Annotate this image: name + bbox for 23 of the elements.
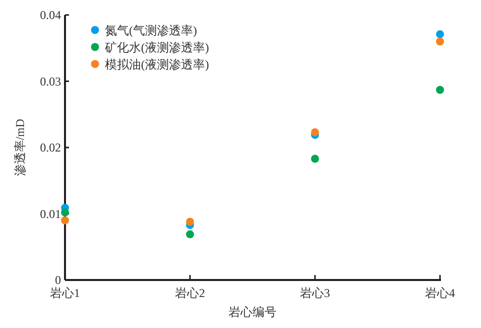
y-tick-label: 0 — [55, 273, 61, 287]
point — [436, 86, 444, 94]
y-tick-label: 0.01 — [40, 206, 61, 221]
x-tick-label: 岩心3 — [300, 286, 330, 300]
x-tick-label: 岩心2 — [175, 286, 205, 300]
legend-label: 氮气(气测渗透率) — [105, 24, 197, 38]
x-tick-label: 岩心1 — [50, 286, 80, 300]
point — [436, 38, 444, 46]
point — [186, 218, 194, 226]
y-axis-title: 渗透率/mD — [13, 118, 27, 176]
y-tick-label: 0.04 — [40, 8, 61, 22]
point — [61, 216, 69, 224]
y-tick-label: 0.02 — [40, 140, 61, 154]
point — [311, 128, 319, 136]
x-axis-title: 岩心编号 — [228, 305, 276, 319]
x-tick-label: 岩心4 — [425, 286, 455, 300]
legend-label: 矿化水(液测渗透率) — [104, 40, 209, 54]
point — [61, 208, 69, 216]
point — [436, 30, 444, 38]
point — [311, 154, 319, 163]
legend-label: 模拟油(液测渗透率) — [105, 58, 209, 72]
y-tick-label: 0.03 — [40, 74, 61, 88]
point — [186, 230, 194, 238]
